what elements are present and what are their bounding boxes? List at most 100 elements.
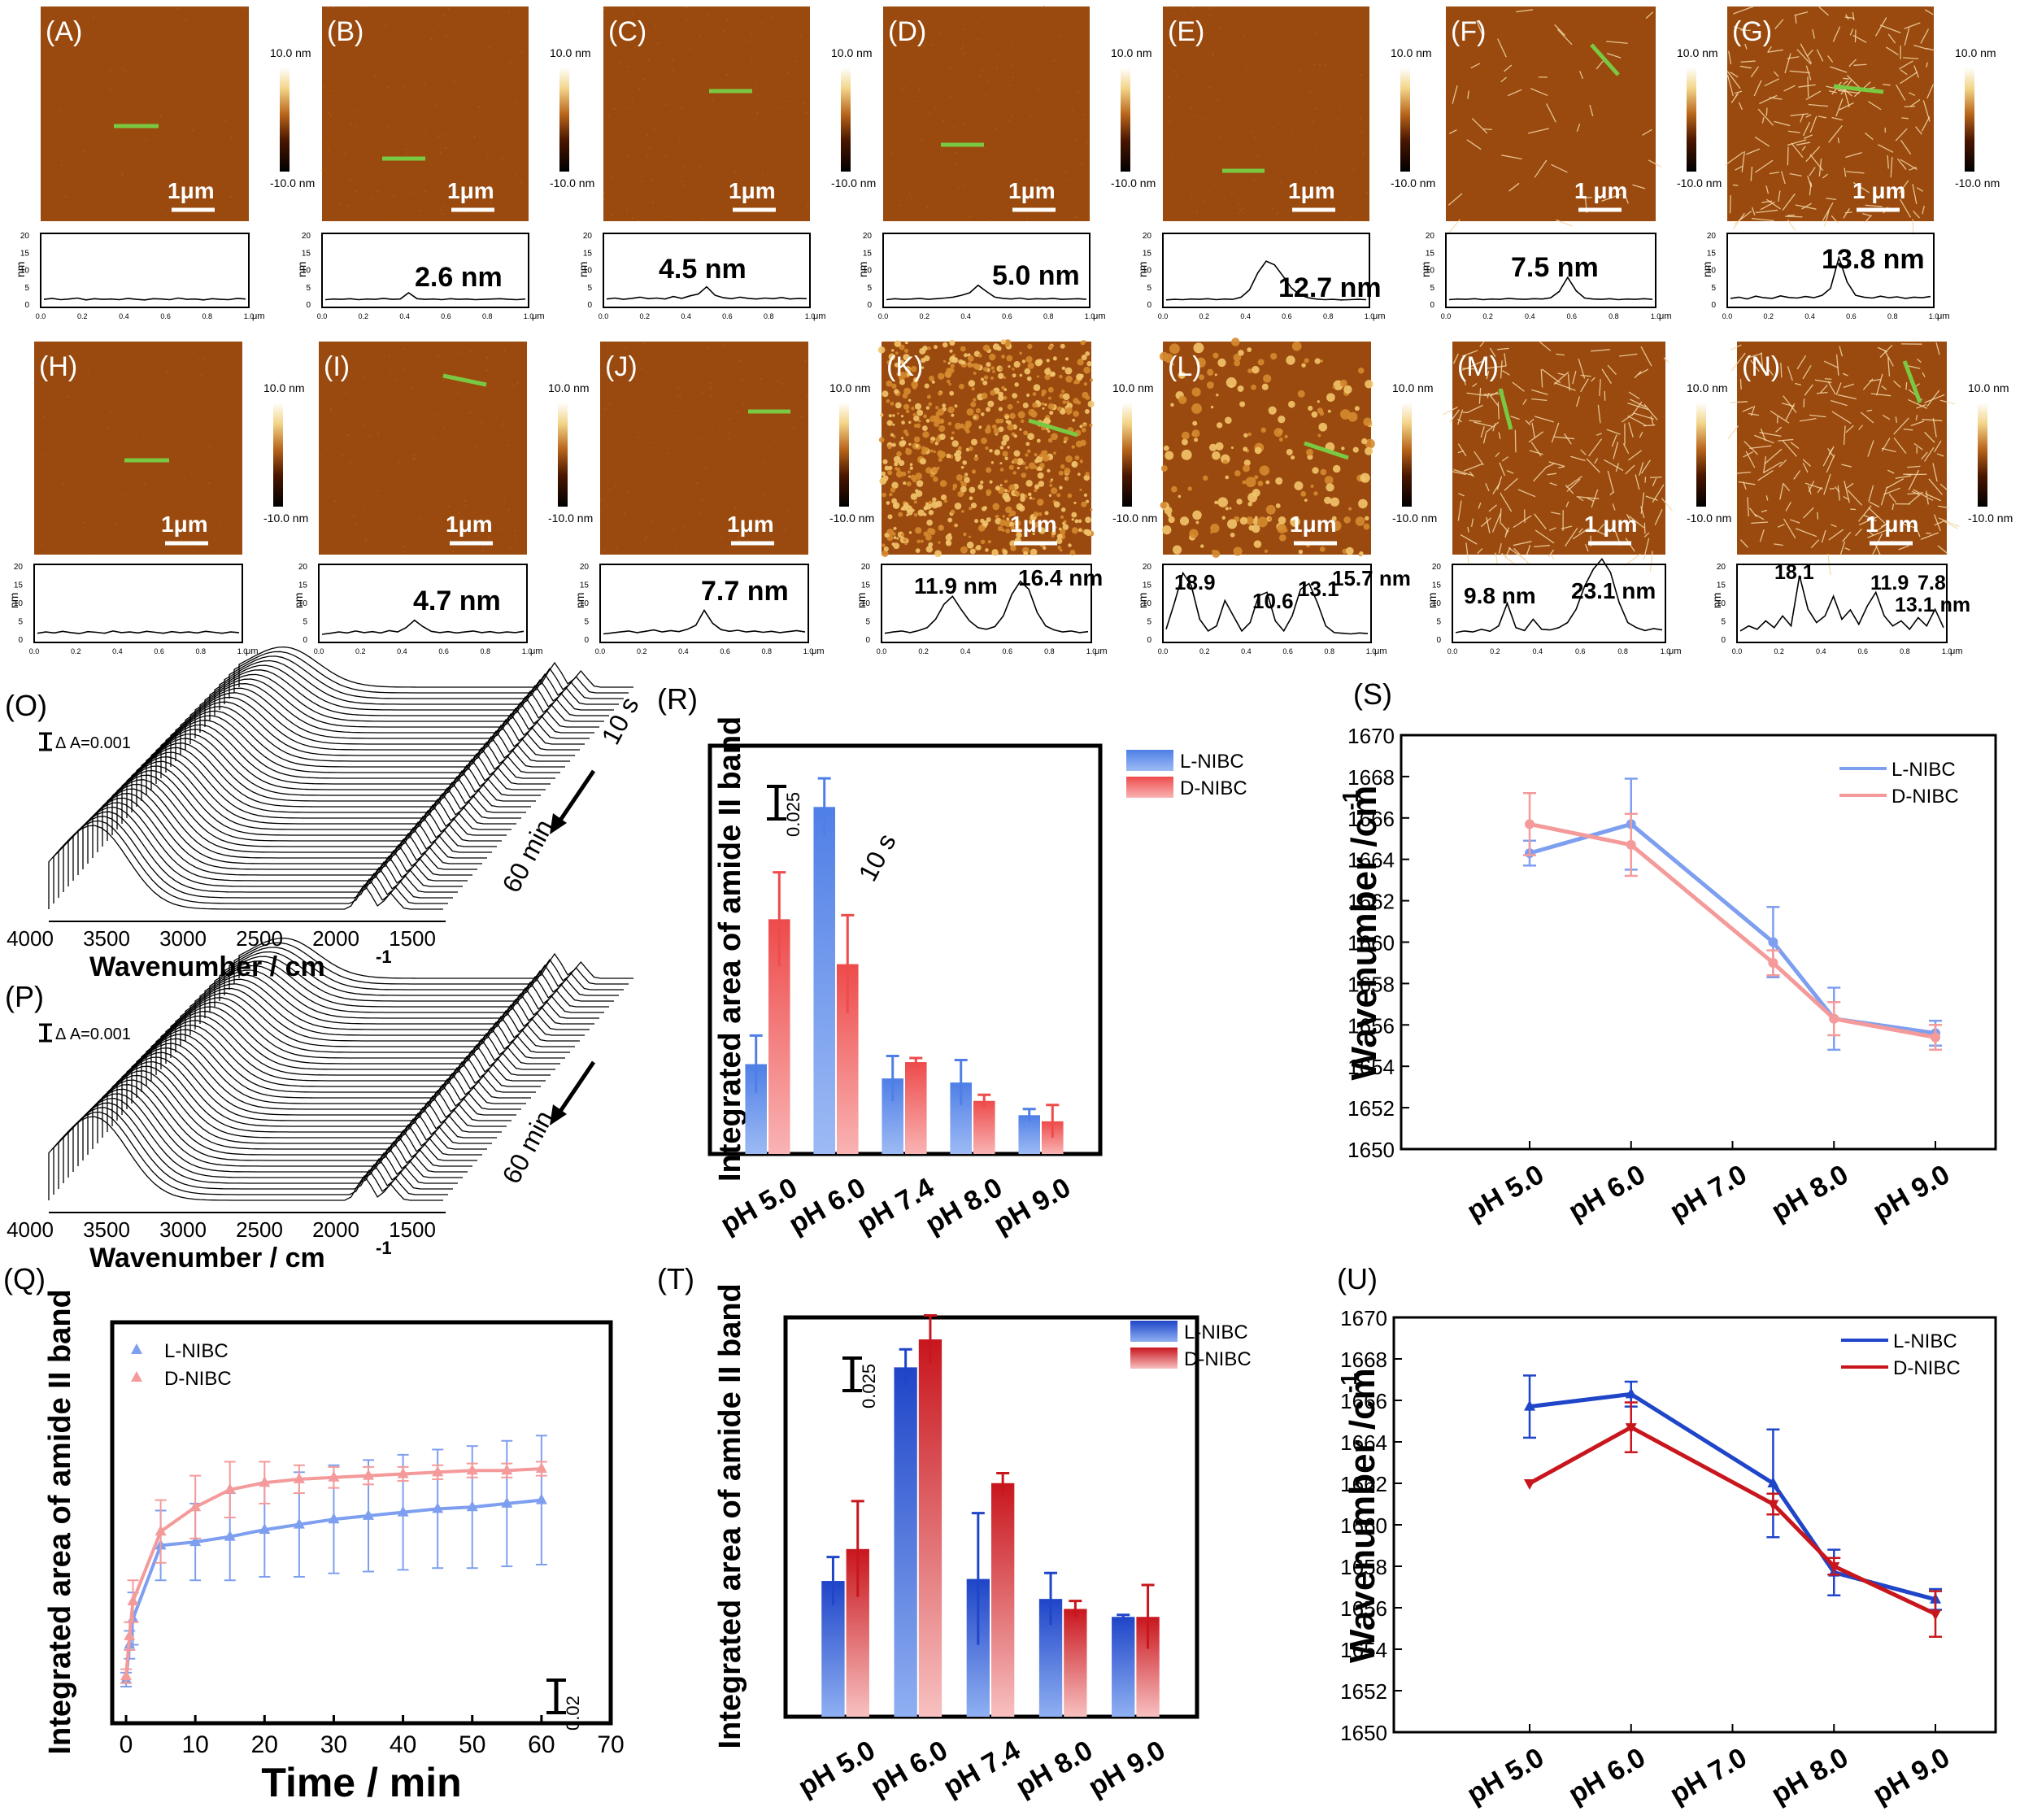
afm-particle bbox=[1306, 448, 1313, 456]
afm-particle bbox=[1191, 432, 1196, 437]
afm-grain bbox=[609, 488, 612, 490]
afm-particle bbox=[950, 436, 954, 440]
afm-fibril bbox=[1525, 420, 1531, 425]
afm-fibril bbox=[1566, 476, 1582, 488]
profile-xtick: 0.4 bbox=[678, 647, 689, 655]
afm-grain bbox=[385, 24, 387, 26]
afm-grain bbox=[1008, 84, 1011, 86]
afm-grain bbox=[650, 442, 652, 444]
afm-particle bbox=[1063, 436, 1069, 442]
afm-particle bbox=[933, 450, 936, 454]
afm-particle bbox=[1047, 438, 1053, 443]
afm-fibril bbox=[1757, 108, 1774, 126]
afm-grain bbox=[388, 140, 390, 142]
afm-grain bbox=[1360, 132, 1363, 134]
x-tick-label: 1500 bbox=[389, 926, 436, 951]
afm-fibril bbox=[1842, 372, 1848, 377]
ir-spectrum bbox=[72, 1093, 468, 1173]
afm-fibril bbox=[1855, 528, 1862, 537]
afm-particle bbox=[977, 353, 982, 358]
afm-particle bbox=[1037, 499, 1044, 506]
afm-particle bbox=[935, 418, 939, 423]
afm-particle bbox=[1004, 456, 1008, 460]
afm-particle bbox=[899, 359, 904, 364]
afm-fibril bbox=[1578, 528, 1583, 533]
afm-particle bbox=[1036, 375, 1040, 378]
x-tick-label: pH 7.4 bbox=[852, 1172, 939, 1240]
afm-grain bbox=[109, 89, 111, 91]
afm-grain bbox=[501, 157, 503, 159]
afm-fibril bbox=[1769, 97, 1783, 100]
afm-particle bbox=[1237, 385, 1244, 392]
afm-particle bbox=[999, 484, 1003, 487]
afm-grain bbox=[436, 414, 438, 416]
afm-grain bbox=[1173, 71, 1176, 73]
profile-xunit: μm bbox=[252, 311, 265, 321]
afm-particle bbox=[923, 414, 927, 419]
afm-fibril bbox=[1916, 187, 1923, 192]
afm-grain bbox=[643, 342, 646, 345]
afm-grain bbox=[709, 382, 712, 385]
y-tick-label: 1656 bbox=[1340, 1596, 1387, 1621]
afm-particle bbox=[1212, 550, 1221, 558]
afm-fibril bbox=[1899, 180, 1909, 194]
afm-grain bbox=[654, 415, 656, 417]
afm-fibril bbox=[1742, 406, 1754, 412]
height-annotation: 18.9 bbox=[1174, 570, 1216, 594]
afm-particle bbox=[930, 449, 934, 453]
afm-fibril bbox=[1826, 198, 1837, 200]
bar bbox=[973, 1100, 995, 1154]
data-point bbox=[1828, 1562, 1840, 1573]
afm-grain bbox=[481, 550, 484, 552]
afm-fibril bbox=[1796, 142, 1811, 146]
afm-particle bbox=[894, 462, 899, 467]
profile-xtick: 0.4 bbox=[1804, 312, 1815, 320]
afm-particle bbox=[889, 493, 893, 497]
afm-particle bbox=[1015, 527, 1022, 534]
afm-fibril bbox=[1612, 503, 1616, 511]
afm-fibril bbox=[1738, 481, 1756, 485]
afm-grain bbox=[485, 369, 488, 372]
afm-fibril bbox=[1492, 423, 1496, 432]
ir-spectrum bbox=[224, 951, 619, 996]
profile-ytick: 20 bbox=[583, 232, 593, 241]
afm-particle bbox=[1343, 516, 1351, 524]
afm-grain bbox=[626, 490, 629, 493]
afm-particle bbox=[1016, 467, 1020, 470]
afm-particle bbox=[1003, 395, 1008, 400]
afm-grain bbox=[488, 46, 490, 48]
afm-fibril bbox=[1565, 501, 1569, 507]
afm-fibril bbox=[1934, 514, 1941, 532]
x-tick-label: 60 bbox=[528, 1731, 555, 1758]
profile-ytick: 0 bbox=[584, 636, 589, 645]
x-tick-label: pH 7.0 bbox=[1665, 1742, 1752, 1810]
afm-particle bbox=[983, 506, 987, 510]
height-profile bbox=[1448, 276, 1653, 301]
afm-particle bbox=[1043, 450, 1048, 455]
afm-particle bbox=[1348, 507, 1352, 511]
panel-label: (J) bbox=[605, 351, 638, 382]
afm-fibril bbox=[1801, 146, 1806, 151]
afm-fibril bbox=[1465, 542, 1469, 564]
afm-particle bbox=[1207, 368, 1214, 376]
afm-particle bbox=[1326, 393, 1335, 403]
afm-particle bbox=[1026, 376, 1032, 381]
afm-fibril bbox=[1837, 394, 1857, 400]
afm-particle bbox=[1032, 532, 1035, 535]
afm-particle bbox=[998, 426, 1004, 433]
afm-particle bbox=[1047, 468, 1051, 473]
afm-particle bbox=[892, 423, 895, 426]
afm-fibril bbox=[1477, 548, 1483, 555]
afm-grain bbox=[704, 468, 707, 470]
afm-fibril bbox=[1522, 398, 1527, 405]
afm-particle bbox=[895, 402, 902, 409]
afm-grain bbox=[64, 195, 67, 198]
afm-grain bbox=[403, 85, 405, 87]
afm-fibril bbox=[1831, 116, 1843, 121]
afm-particle bbox=[1006, 355, 1013, 362]
y-tick-label: 1662 bbox=[1340, 1472, 1387, 1496]
afm-particle bbox=[886, 380, 893, 387]
afm-particle bbox=[903, 354, 910, 361]
x-tick-label: 0 bbox=[120, 1731, 133, 1758]
afm-particle bbox=[1014, 382, 1019, 387]
